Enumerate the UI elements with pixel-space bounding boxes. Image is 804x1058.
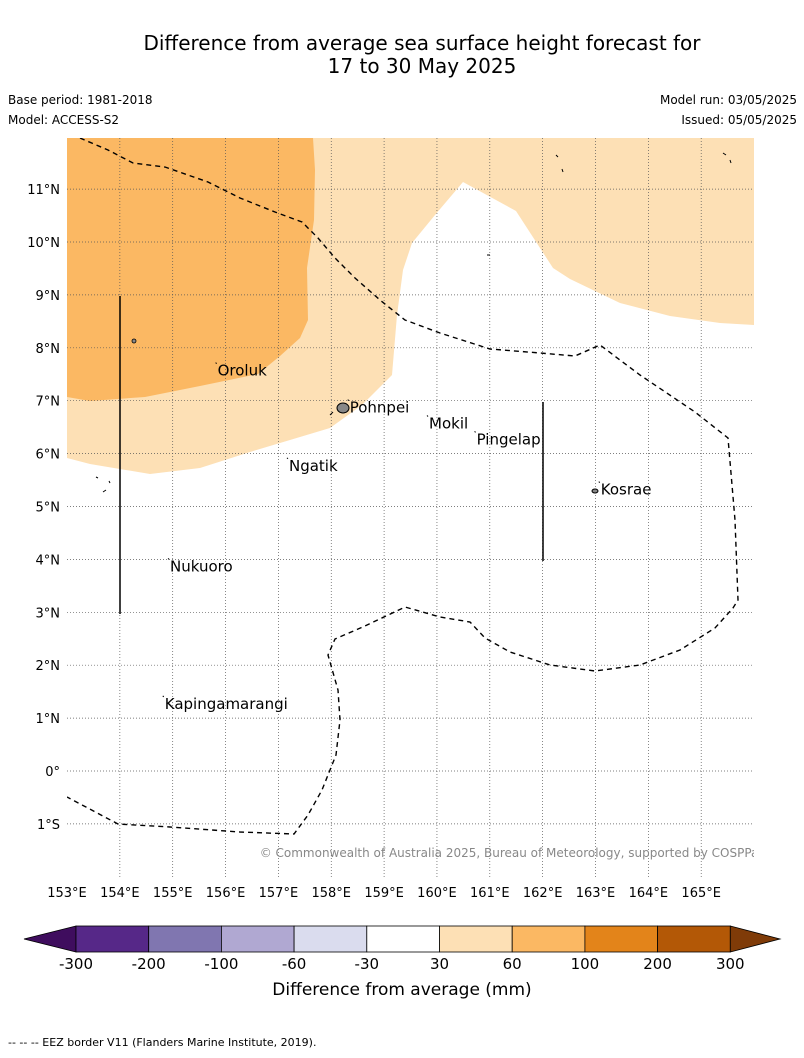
- place-label-mokil: Mokil: [429, 415, 468, 433]
- longitude-label: 157°E: [259, 886, 299, 901]
- issued-date: Issued: 05/05/2025: [681, 113, 797, 127]
- colorbar-arrow-low: [23, 925, 77, 953]
- colorbar-tick-label: -60: [282, 955, 307, 973]
- place-marker: [286, 457, 289, 460]
- colorbar-bin: [439, 925, 513, 953]
- place-label-ngatik: Ngatik: [289, 457, 338, 475]
- latitude-label: 0°: [45, 765, 60, 780]
- longitude-label: 153°E: [47, 886, 87, 901]
- colorbar-bin: [75, 925, 150, 953]
- title-line-2: 17 to 30 May 2025: [327, 54, 517, 78]
- colorbar-bin: [584, 925, 659, 953]
- latitude-label: 11°N: [27, 183, 60, 198]
- eez-footnote: -- -- -- EEZ border V11 (Flanders Marine…: [8, 1036, 317, 1049]
- colorbar-tick-label: 30: [430, 955, 449, 973]
- place-label-kapingamarangi: Kapingamarangi: [165, 695, 288, 713]
- colorbar-tick-label: 200: [643, 955, 672, 973]
- latitude-label: 1°S: [37, 818, 60, 833]
- place-marker: [426, 415, 429, 417]
- colorbar-bin: [511, 925, 586, 953]
- longitude-labels: 153°E 154°E 155°E 156°E 157°E 158°E 159°E 160°E…: [47, 886, 721, 901]
- anomaly-region-60-100: [67, 138, 315, 401]
- place-marker: [215, 362, 217, 364]
- eez-border: [67, 138, 739, 835]
- latitude-label: 10°N: [27, 236, 60, 251]
- copyright-text: © Commonwealth of Australia 2025, Bureau…: [260, 846, 765, 860]
- colorbar-tick-label: 60: [503, 955, 522, 973]
- colorbar-bin: [148, 925, 222, 953]
- island-speck: [131, 338, 137, 344]
- map-area: Oroluk Pohnpei Mokil Pingelap Ngatik Kosrae Nu…: [67, 138, 765, 878]
- graticule: [67, 138, 754, 878]
- colorbar-tick-label: -200: [132, 955, 166, 973]
- place-label-oroluk: Oroluk: [218, 362, 267, 380]
- longitude-label: 162°E: [523, 886, 563, 901]
- colorbar-bin: [366, 925, 440, 953]
- longitude-label: 160°E: [417, 886, 457, 901]
- latitude-label: 3°N: [36, 606, 61, 621]
- place-labels: Oroluk Pohnpei Mokil Pingelap Ngatik Kosrae Nu…: [162, 362, 652, 713]
- title-line-1: Difference from average sea surface heig…: [143, 31, 701, 55]
- longitude-label: 158°E: [311, 886, 351, 901]
- model-run: Model run: 03/05/2025: [659, 93, 797, 107]
- map-figure: Oroluk Pohnpei Mokil Pingelap Ngatik Kosrae Nu…: [23, 138, 782, 1000]
- base-period: Base period: 1981-2018: [8, 93, 153, 107]
- longitude-label: 165°E: [681, 886, 721, 901]
- longitude-label: 155°E: [153, 886, 193, 901]
- place-label-pingelap: Pingelap: [477, 430, 541, 448]
- longitude-label: 156°E: [206, 886, 246, 901]
- colorbar-bin: [657, 925, 731, 953]
- latitude-label: 8°N: [36, 342, 61, 357]
- longitude-label: 164°E: [629, 886, 669, 901]
- colorbar-arrow-high: [729, 925, 782, 953]
- small-islets: [95, 152, 732, 493]
- latitude-label: 1°N: [36, 712, 61, 727]
- map-title: Difference from average sea surface heig…: [0, 32, 804, 78]
- colorbar-tick-label: -300: [59, 955, 93, 973]
- longitude-label: 154°E: [100, 886, 140, 901]
- place-label-kosrae: Kosrae: [601, 481, 652, 499]
- place-marker: [598, 481, 601, 483]
- place-label-nukuoro: Nukuoro: [170, 557, 233, 575]
- longitude-label: 159°E: [364, 886, 404, 901]
- colorbar-tick-label: -30: [355, 955, 380, 973]
- colorbar-tick-label: 300: [716, 955, 745, 973]
- place-marker: [347, 399, 350, 401]
- kosrae-island: [591, 488, 599, 494]
- colorbar-tick-label: -100: [204, 955, 238, 973]
- place-marker: [167, 557, 170, 560]
- latitude-label: 7°N: [36, 395, 61, 410]
- latitude-label: 6°N: [36, 448, 61, 463]
- latitude-label: 4°N: [36, 553, 61, 568]
- place-label-pohnpei: Pohnpei: [350, 399, 410, 417]
- colorbar-bin: [220, 925, 295, 953]
- colorbar-bin: [293, 925, 368, 953]
- colorbar-tick-label: 100: [571, 955, 600, 973]
- longitude-label: 163°E: [576, 886, 616, 901]
- latitude-label: 5°N: [36, 501, 61, 516]
- latitude-label: 9°N: [36, 289, 61, 304]
- latitude-labels: 11°N 10°N 9°N 8°N 7°N 6°N 5°N 4°N 3°N 2°N 1°N 0° 1°S: [27, 183, 60, 833]
- place-marker: [474, 431, 476, 433]
- longitude-label: 161°E: [470, 886, 510, 901]
- latitude-label: 2°N: [36, 659, 61, 674]
- colorbar: -300 -200 -100 -60 -30 30 60 100 200 300: [23, 925, 782, 973]
- colorbar-title: Difference from average (mm): [272, 980, 531, 1000]
- model-name: Model: ACCESS-S2: [8, 113, 120, 127]
- pohnpei-island: [336, 402, 350, 414]
- place-marker: [162, 695, 165, 698]
